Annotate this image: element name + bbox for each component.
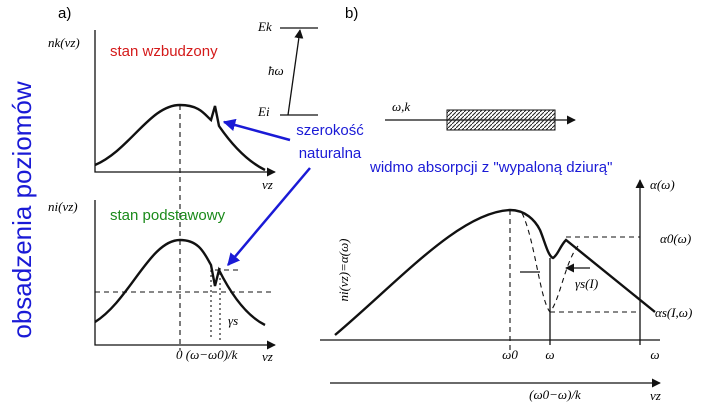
photon-label: ħω [268,63,284,78]
pointer-arrows [222,118,311,266]
panel-a-graphics [94,27,318,350]
level-label: Ek [257,19,272,34]
level-label: Ei [257,104,270,119]
width-label: γs [228,313,238,328]
x-tick: ω [545,347,554,362]
width-label: γs(I) [575,276,598,291]
panel-label: a) [58,5,71,22]
panel-label: b) [345,5,358,22]
x-tick: 0 (ω−ω0)/k [176,347,238,362]
x-tick: ω0 [502,347,518,362]
panel-b-graphics [320,109,661,388]
beam-label: ω,k [392,99,410,114]
level-label: αs(I,ω) [655,305,692,320]
side-label: obsadzenia poziomów [7,81,37,338]
caption: stan wzbudzony [110,43,218,60]
y-label: ni(vz)=α(ω) [336,238,351,301]
caption: stan podstawowy [110,207,226,224]
annotation: naturalna [299,145,362,162]
y-label: ni(vz) [48,199,78,214]
caption: widmo absorpcji z "wypaloną dziurą" [369,159,612,176]
x-label: vz [262,177,273,192]
y-label: nk(vz) [48,35,80,50]
x-tick: (ω0−ω)/k [529,387,581,402]
annotation: szerokość [296,122,364,139]
x-label: vz [262,349,273,364]
x-label: ω [650,347,659,362]
axis-label: α(ω) [650,177,675,192]
level-label: α0(ω) [660,231,691,246]
x-label: vz [650,388,661,403]
